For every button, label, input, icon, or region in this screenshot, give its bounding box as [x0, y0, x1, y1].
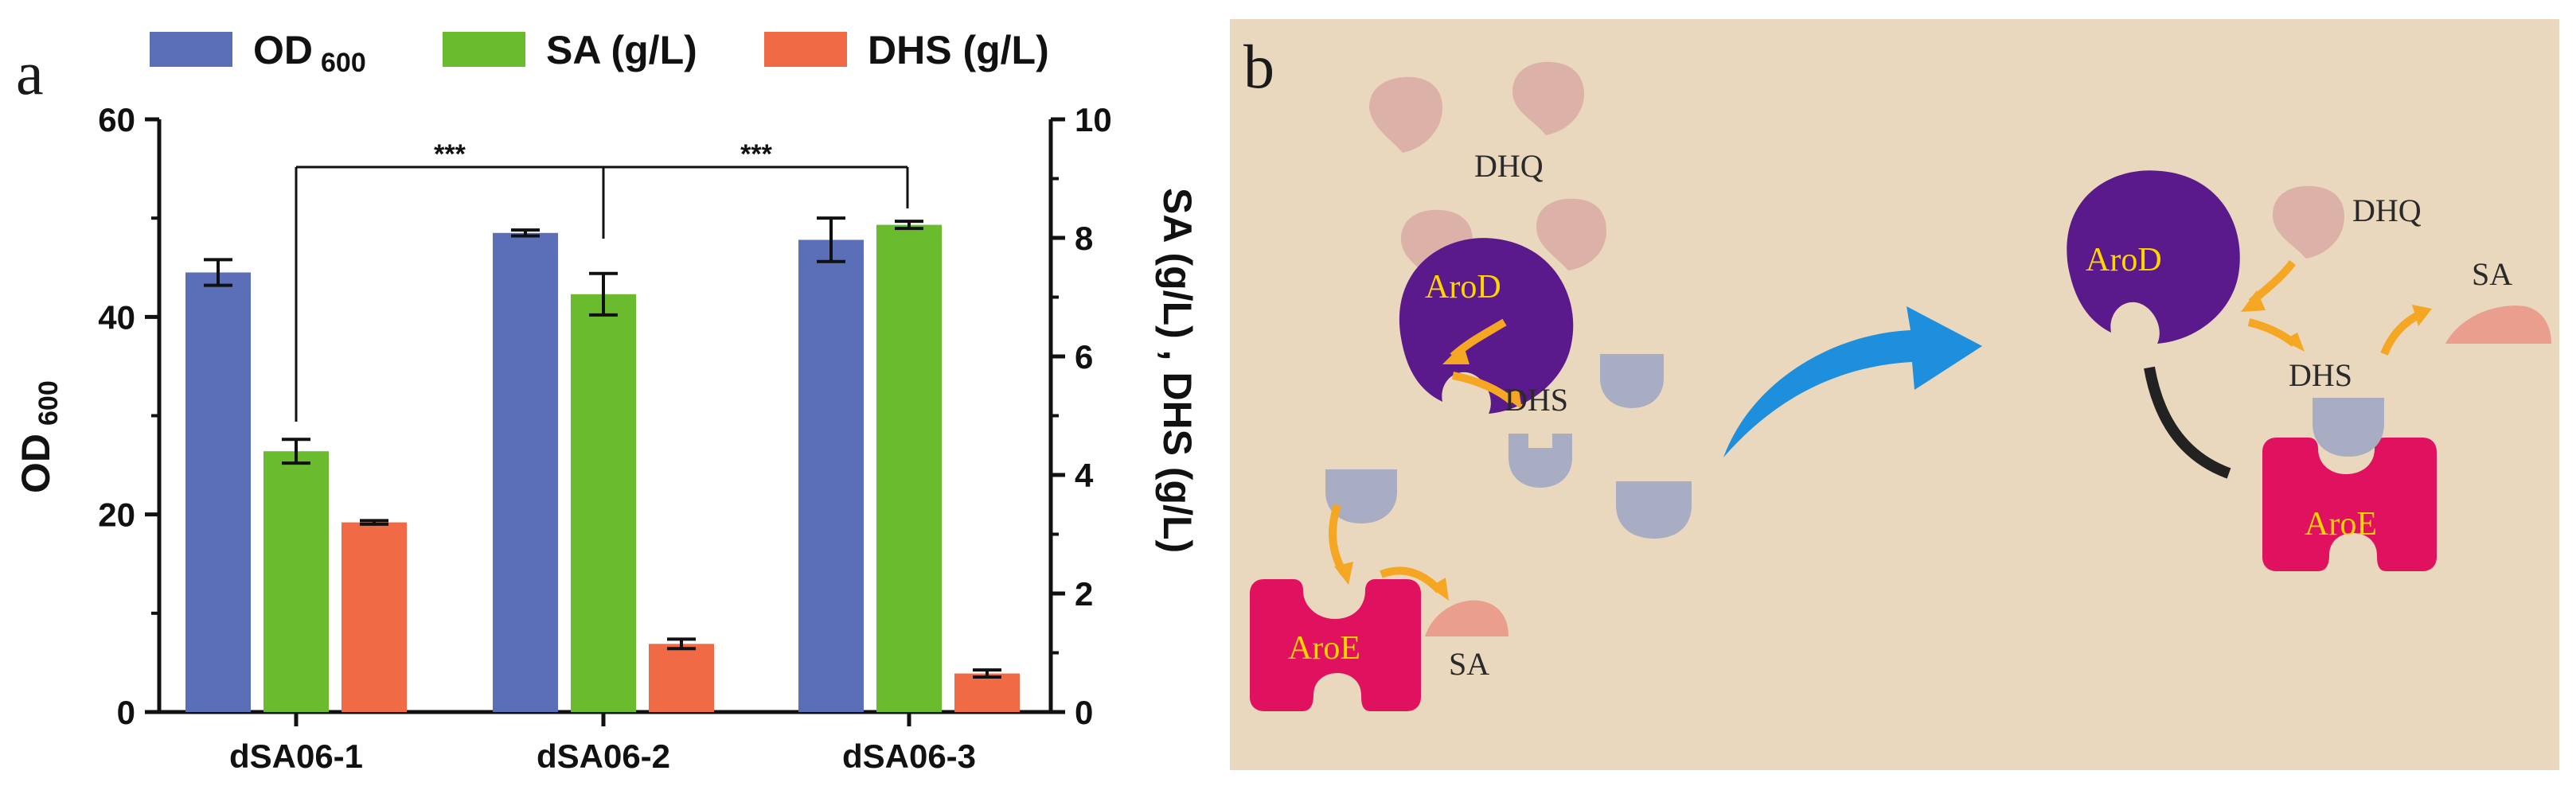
- significance-label-2: ***: [740, 139, 772, 169]
- y-right-tick-label: 0: [1075, 694, 1093, 731]
- legend-label-dhs: DHS (g/L): [868, 28, 1049, 72]
- arrow-head-4: [1430, 578, 1449, 601]
- legend-swatch-od: [150, 32, 232, 67]
- diagram-background: [1230, 19, 2559, 770]
- panel-a-chart: a OD 600 SA (g/L) DHS (g/L) 0 20 40 60 0 2 4 6 8…: [14, 28, 1200, 775]
- dhs-shape-2: [1600, 354, 1664, 408]
- y-left-tick-label: 0: [117, 694, 135, 731]
- label-arod-left: AroD: [1425, 269, 1501, 305]
- x-tick-label: dSA06-2: [537, 737, 670, 775]
- bar-sa: [263, 451, 329, 712]
- label-dhs-left: DHS: [1505, 382, 1568, 418]
- big-transition-arrow: [1723, 306, 1982, 457]
- bar-dhs: [954, 673, 1020, 712]
- y-left-axis-title: OD600: [14, 380, 64, 493]
- label-arod-right: AroD: [2086, 242, 2162, 278]
- panel-b-letter: b: [1243, 32, 1274, 101]
- significance-brackets: *** ***: [295, 139, 909, 422]
- bar-dhs: [342, 522, 407, 712]
- x-tick-label: dSA06-3: [842, 737, 976, 775]
- y-left-tick-label: 60: [98, 101, 135, 138]
- label-dhq-left: DHQ: [1474, 148, 1544, 184]
- arrow-right-head-2: [2283, 333, 2305, 352]
- y-right-tick-label: 2: [1075, 575, 1093, 613]
- arrow-head-1: [1442, 344, 1469, 364]
- label-sa-left: SA: [1449, 646, 1489, 682]
- x-tick-label: dSA06-1: [229, 737, 363, 775]
- legend-swatch-sa: [443, 32, 525, 67]
- bar-od: [493, 232, 558, 713]
- dhq-shape-right: [2273, 185, 2344, 259]
- dhs-shape-4: [1325, 469, 1397, 523]
- dhq-shape-4: [1536, 198, 1606, 270]
- fusion-linker: [2144, 366, 2231, 479]
- label-aroe-left: AroE: [1288, 630, 1360, 667]
- arrow-head-3: [1334, 562, 1353, 585]
- label-dhq-right: DHQ: [2352, 193, 2422, 228]
- arrow-head-2: [1501, 390, 1522, 410]
- dhq-shape-1: [1369, 76, 1442, 153]
- arrow-right-head-1: [2241, 290, 2266, 312]
- y-right-tick-label: 8: [1075, 220, 1093, 257]
- bars-group: [185, 216, 1020, 713]
- dhs-shape-1: [1509, 434, 1572, 488]
- dhs-shape-bound: [2313, 398, 2384, 457]
- bar-sa: [571, 294, 636, 712]
- label-dhs-right: DHS: [2289, 357, 2352, 393]
- sa-shape-right: [2445, 305, 2551, 344]
- bar-sa: [876, 224, 942, 712]
- y-right-tick-label: 10: [1075, 101, 1112, 138]
- panel-a-letter: a: [16, 38, 44, 107]
- legend-label-od: OD 600: [253, 28, 366, 78]
- bar-dhs: [649, 644, 714, 712]
- sa-shape-left: [1425, 600, 1509, 636]
- chart-legend: OD 600 SA (g/L) DHS (g/L): [150, 28, 1049, 78]
- bar-od: [185, 272, 251, 712]
- y-left-ticks: 0 20 40 60: [98, 101, 159, 731]
- label-sa-right: SA: [2472, 256, 2512, 292]
- dhq-shape-2: [1512, 61, 1584, 135]
- legend-label-sa: SA (g/L): [546, 28, 697, 72]
- arrow-right-head-3: [2412, 305, 2432, 326]
- arod-enzyme-right: [2067, 170, 2240, 344]
- significance-label-1: ***: [434, 139, 466, 169]
- y-right-tick-label: 6: [1075, 338, 1093, 376]
- y-right-axis-title: SA (g/L) , DHS (g/L): [1155, 188, 1200, 553]
- y-left-tick-label: 40: [98, 298, 135, 336]
- panel-b-diagram: b DHQ AroD DHS AroE SA: [1230, 19, 2559, 770]
- y-left-tick-label: 20: [98, 496, 135, 534]
- bar-od: [798, 239, 864, 712]
- dhs-shape-3: [1616, 481, 1692, 539]
- aroe-enzyme-left: [1250, 579, 1421, 711]
- x-ticks: dSA06-1 dSA06-2 dSA06-3: [229, 712, 976, 775]
- y-right-tick-label: 4: [1075, 457, 1094, 494]
- label-aroe-right: AroE: [2305, 506, 2377, 543]
- legend-swatch-dhs: [764, 32, 847, 67]
- y-right-ticks: 0 2 4 6 8 10: [1051, 101, 1112, 731]
- arod-enzyme-left: [1399, 238, 1574, 414]
- aroe-enzyme-right: [2262, 438, 2437, 571]
